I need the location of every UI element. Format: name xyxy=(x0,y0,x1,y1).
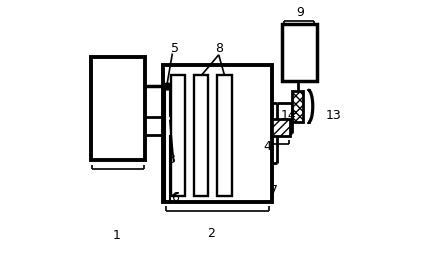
Bar xyxy=(217,75,232,197)
Bar xyxy=(292,91,303,122)
Text: 3: 3 xyxy=(167,153,175,166)
Bar xyxy=(163,65,271,202)
Text: 1: 1 xyxy=(113,229,121,242)
Text: 7: 7 xyxy=(270,184,278,197)
Bar xyxy=(282,24,316,81)
Bar xyxy=(91,57,145,160)
Text: 13: 13 xyxy=(325,109,341,122)
Text: 14: 14 xyxy=(280,109,296,122)
Text: 2: 2 xyxy=(207,227,215,240)
Text: 4: 4 xyxy=(264,140,272,153)
Bar xyxy=(171,75,185,197)
Bar xyxy=(292,91,303,122)
Text: 5: 5 xyxy=(171,42,179,55)
Text: 9: 9 xyxy=(296,6,304,19)
Bar xyxy=(271,119,289,136)
Bar xyxy=(271,119,289,136)
Text: 8: 8 xyxy=(215,42,223,55)
Text: 6: 6 xyxy=(171,191,179,204)
Bar xyxy=(194,75,208,197)
